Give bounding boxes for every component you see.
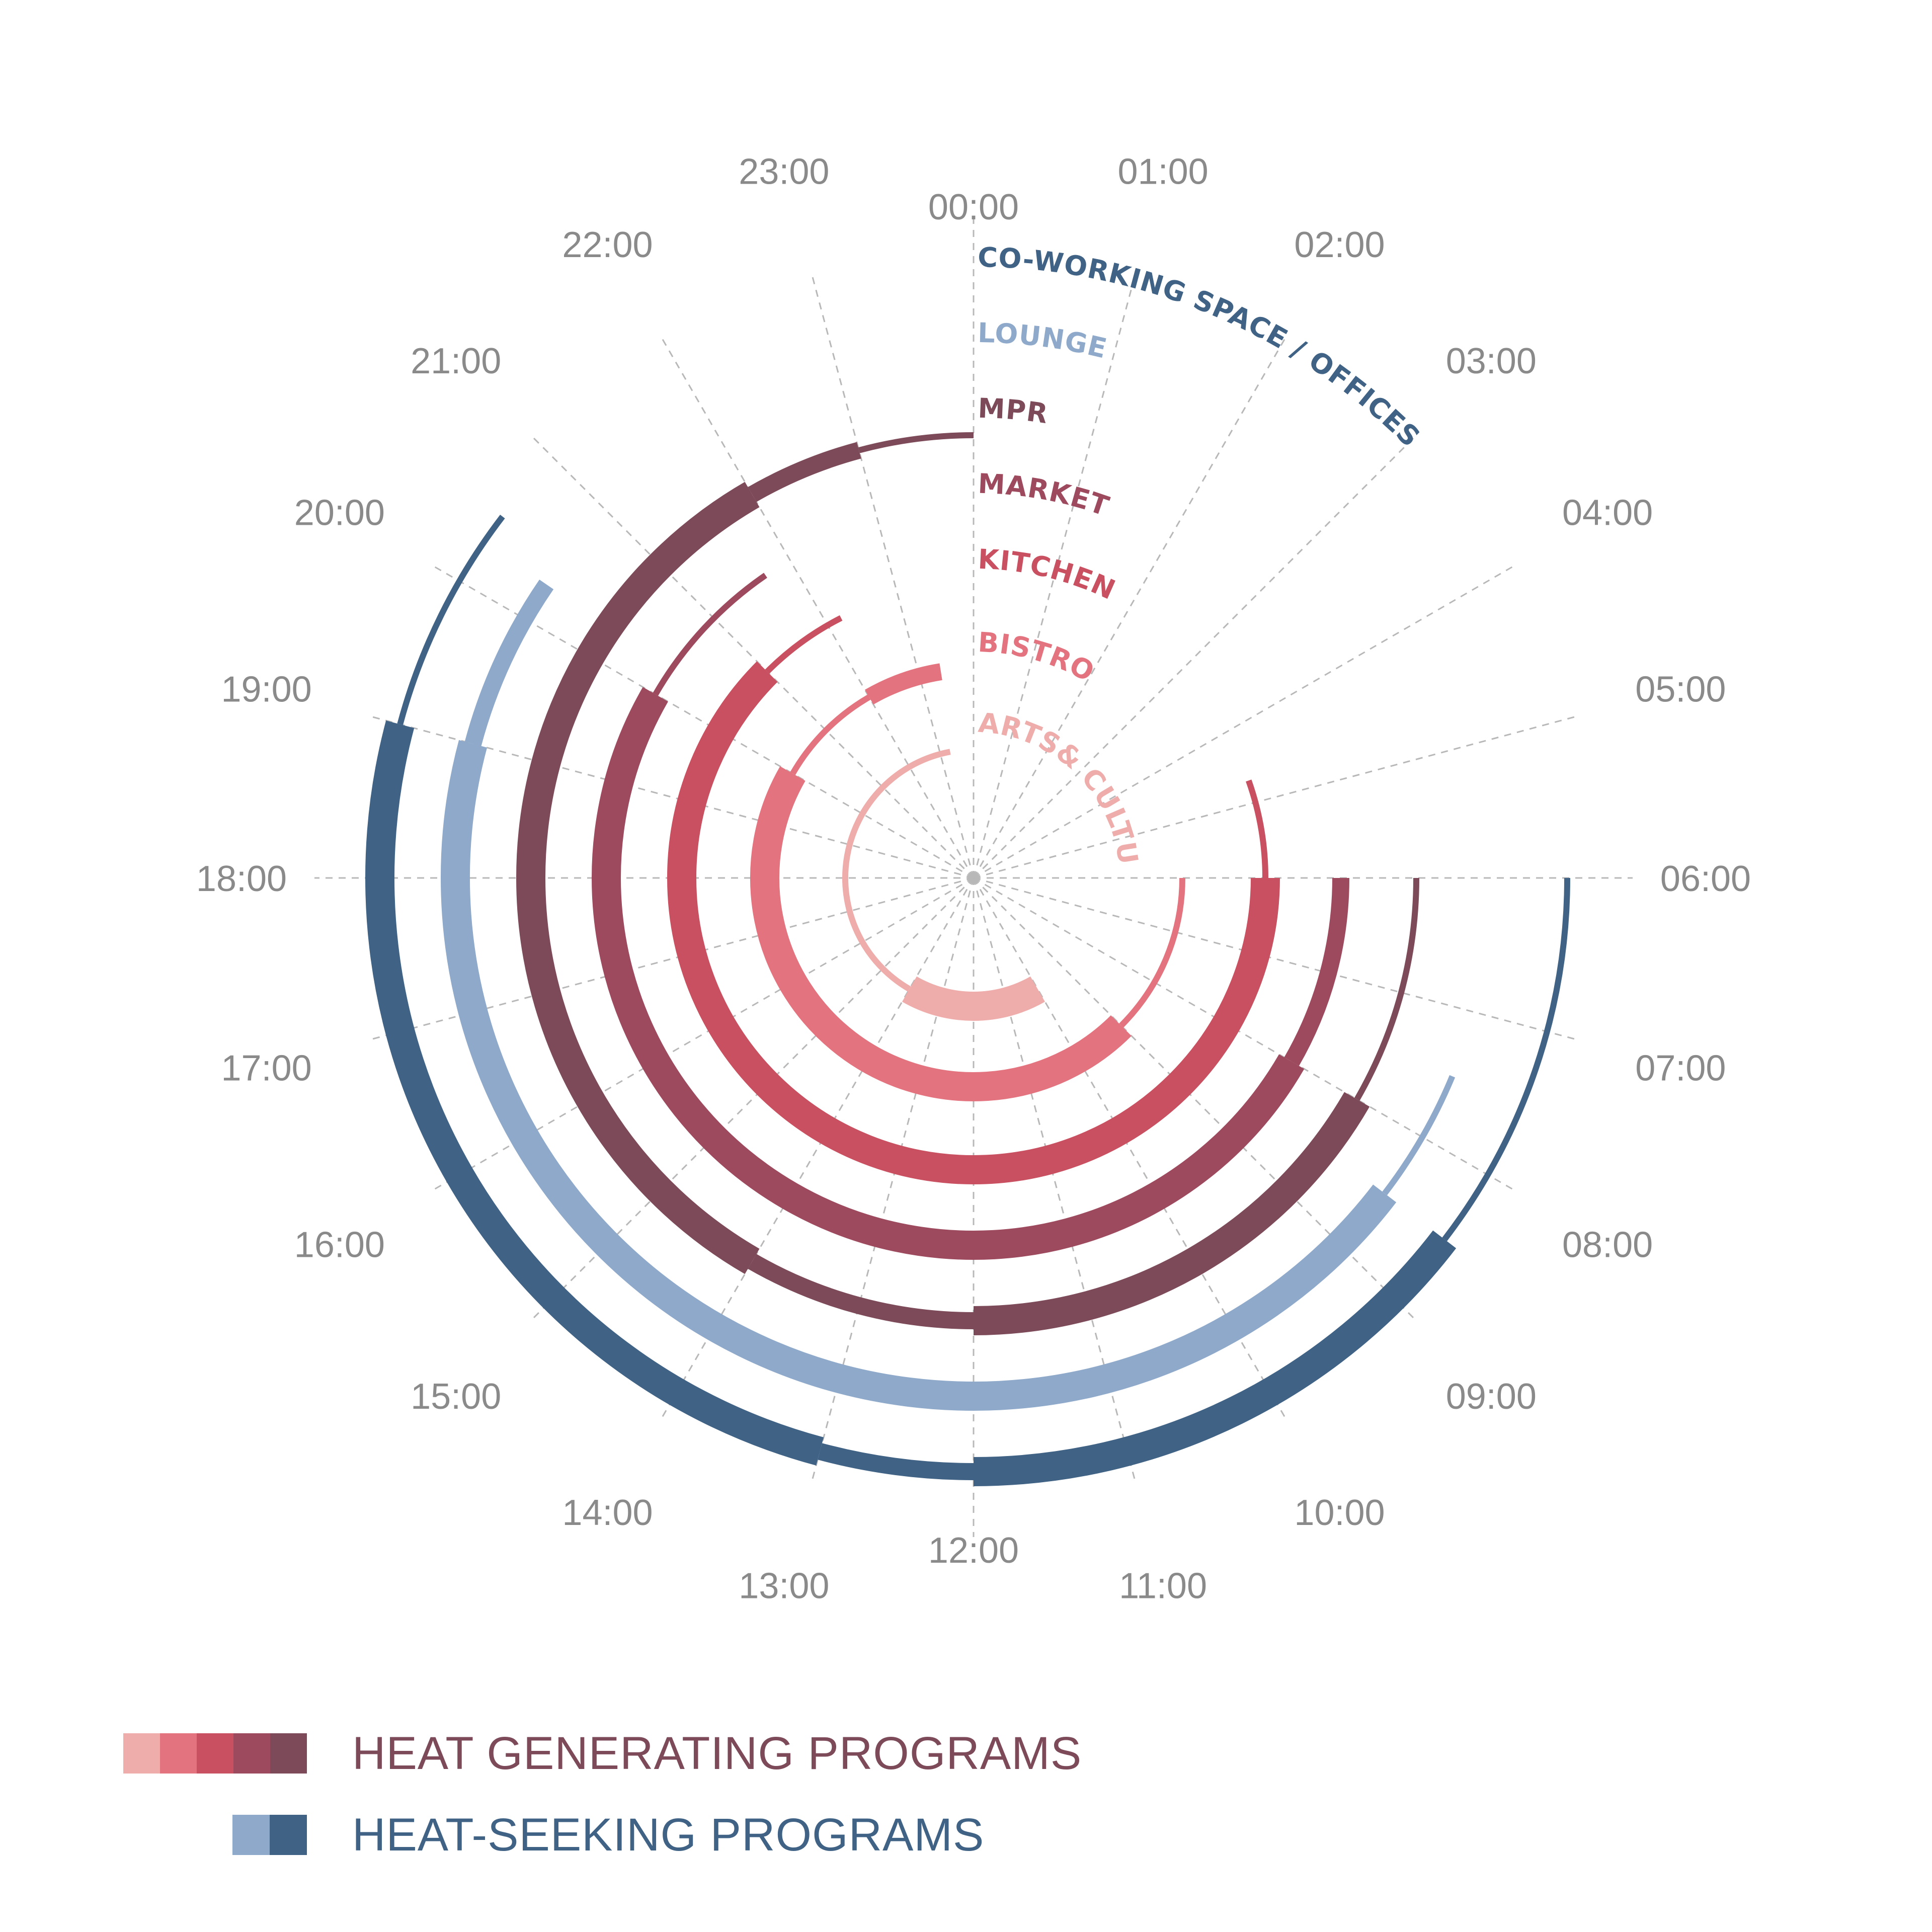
hour-spoke-4: [973, 565, 1514, 879]
hour-labels: 00:00 01:00 02:00 03:00 04:00 05:00 06:00 07:00…: [196, 152, 1751, 1606]
hour-label-3: 03:00: [1446, 341, 1537, 381]
arc-4-segment-3: [516, 481, 760, 1274]
hour-spoke-5: [973, 715, 1577, 879]
legend-heat-generating: HEAT GENERATING PROGRAMS: [123, 1726, 1082, 1781]
hour-label-16: 16:00: [294, 1225, 385, 1265]
arc-4-segment-4: [748, 442, 861, 502]
legend-swatch-0-4: [270, 1733, 307, 1774]
hour-label-12: 12:00: [928, 1531, 1019, 1571]
arc-6-segment-4: [397, 515, 505, 726]
hour-label-5: 05:00: [1635, 669, 1726, 709]
arc-6-segment-2: [818, 1443, 974, 1480]
hour-label-6: 06:00: [1660, 859, 1751, 899]
arc-4-segment-1: [973, 1092, 1370, 1335]
hour-label-14: 14:00: [562, 1493, 653, 1533]
heat-generating-swatches: [123, 1733, 307, 1774]
legend-swatch-1-1: [270, 1815, 307, 1855]
legend-swatch-1-0: [232, 1815, 270, 1855]
arc-4-segment-5: [858, 432, 974, 453]
hour-label-0: 00:00: [928, 187, 1019, 227]
arc-6-segment-3: [365, 720, 824, 1466]
arc-6-segment-0: [1442, 877, 1570, 1241]
program-arcs: [365, 432, 1570, 1486]
arc-2-segment-0: [1246, 779, 1268, 878]
hour-spoke-23: [811, 275, 975, 878]
arc-6-segment-1: [973, 1230, 1457, 1486]
hour-label-21: 21:00: [411, 341, 501, 381]
arc-1-segment-3: [865, 663, 942, 705]
hour-spokes: [314, 219, 1633, 1537]
arc-0-segment-0: [902, 976, 1045, 1021]
legend-heat-seeking-label: HEAT-SEEKING PROGRAMS: [352, 1809, 985, 1861]
ring-label-1: BISTRO: [977, 626, 1100, 688]
ring-label-4: MPR: [977, 392, 1050, 430]
hour-label-18: 18:00: [196, 859, 287, 899]
arc-3-segment-1: [592, 687, 1305, 1260]
arc-0-segment-1: [842, 749, 951, 992]
hour-label-20: 20:00: [294, 493, 385, 533]
hour-label-4: 04:00: [1562, 493, 1653, 533]
ring-label-5: LOUNGE: [978, 317, 1110, 365]
arc-3-segment-2: [653, 573, 767, 696]
arc-1-segment-0: [1119, 877, 1185, 1028]
legend-swatch-0-3: [233, 1733, 270, 1774]
hour-label-15: 15:00: [411, 1377, 501, 1417]
hour-label-1: 01:00: [1118, 152, 1209, 192]
hour-label-7: 07:00: [1635, 1049, 1726, 1089]
hour-label-17: 17:00: [221, 1049, 312, 1089]
hour-label-2: 02:00: [1294, 225, 1385, 265]
hour-spoke-20: [433, 565, 974, 879]
hour-label-22: 22:00: [562, 225, 653, 265]
arc-1-segment-2: [790, 694, 871, 775]
arc-1-segment-1: [750, 766, 1132, 1101]
arc-2-segment-1: [667, 877, 1280, 1184]
arc-4-segment-2: [748, 1254, 974, 1329]
legend-swatch-0-2: [197, 1733, 233, 1774]
arc-5-segment-1: [441, 740, 1397, 1411]
arc-2-segment-3: [765, 615, 843, 674]
legend-heat-seeking: HEAT-SEEKING PROGRAMS: [123, 1807, 1082, 1863]
hour-label-23: 23:00: [739, 152, 829, 192]
arc-2-segment-2: [667, 661, 778, 878]
legend-swatch-0-0: [123, 1733, 160, 1774]
legend-swatch-0-1: [160, 1733, 197, 1774]
arc-3-segment-0: [1284, 877, 1349, 1066]
hour-label-11: 11:00: [1119, 1566, 1207, 1606]
arc-5-segment-0: [1382, 1075, 1456, 1195]
heat-seeking-swatches: [123, 1815, 307, 1855]
hour-label-19: 19:00: [221, 669, 312, 709]
ring-label-3: MARKET: [977, 468, 1113, 523]
hour-label-9: 09:00: [1446, 1377, 1537, 1417]
legend: HEAT GENERATING PROGRAMS HEAT-SEEKING PR…: [123, 1726, 1082, 1863]
hour-label-13: 13:00: [739, 1566, 829, 1606]
arc-5-segment-2: [464, 579, 554, 746]
hour-label-10: 10:00: [1294, 1493, 1385, 1533]
legend-heat-generating-label: HEAT GENERATING PROGRAMS: [352, 1727, 1082, 1779]
hour-label-8: 08:00: [1562, 1225, 1653, 1265]
arc-4-segment-0: [1354, 877, 1419, 1101]
